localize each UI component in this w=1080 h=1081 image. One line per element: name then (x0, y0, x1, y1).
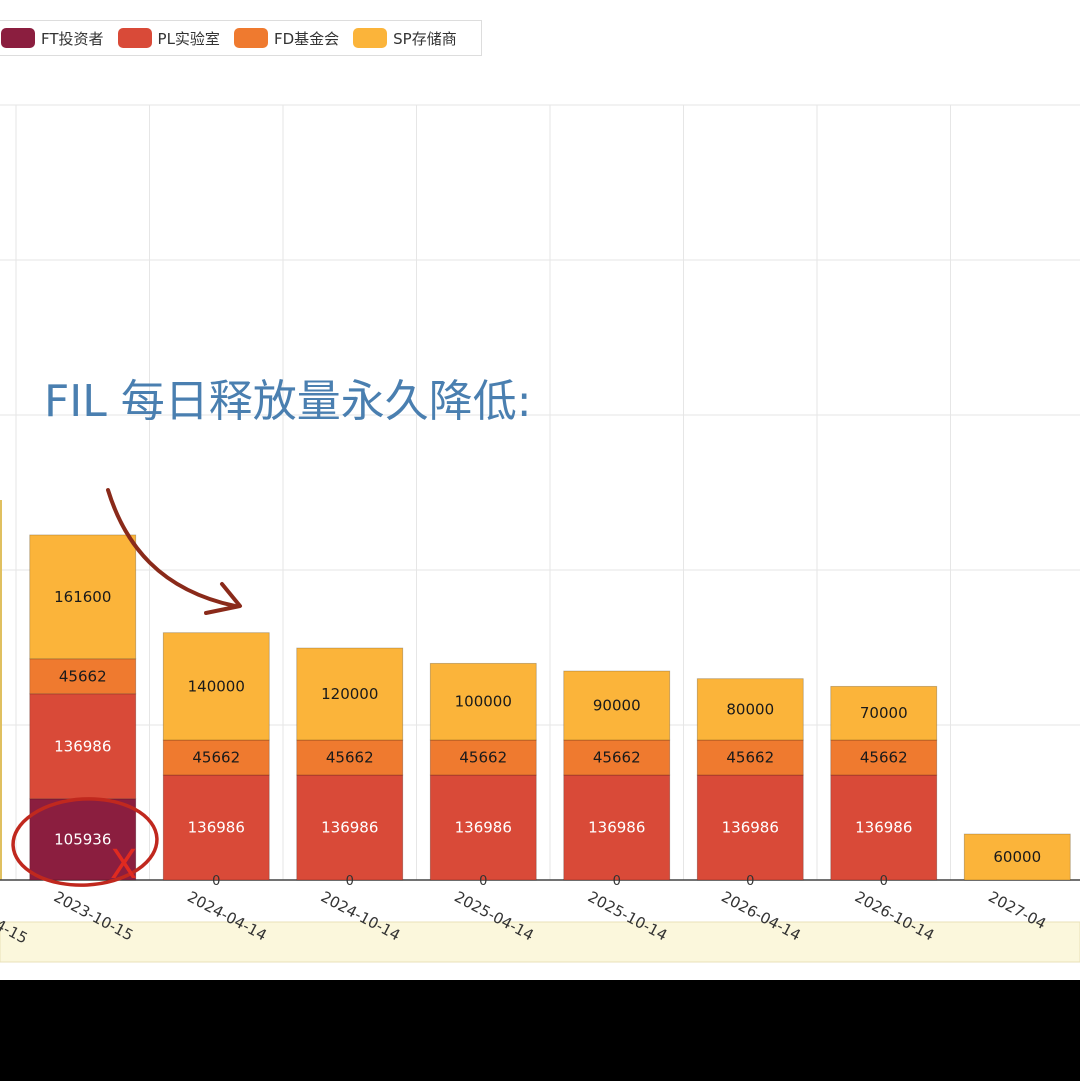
hand-drawn-annotations: X (11, 488, 242, 888)
bar-value-label: 45662 (326, 749, 374, 767)
bar-segment-3-0[interactable] (29, 534, 137, 660)
bar-value-label: 140000 (188, 677, 245, 695)
legend-item-sp[interactable]: SP存储商 (353, 28, 457, 49)
bar-segment-2-2[interactable] (296, 739, 404, 776)
bar-segment-1-1[interactable] (162, 774, 270, 881)
grid-lines (0, 104, 1080, 963)
legend-swatch-fd (233, 28, 268, 48)
legend-swatch-ft (1, 28, 35, 48)
legend-label-fd: FD基金会 (273, 29, 340, 48)
stacked-bar-chart: 105936 136986 45662 161600 136986 45662 140000… (0, 104, 1080, 963)
bar-value-label: 100000 (455, 693, 512, 711)
bar-value-label: 45662 (459, 749, 507, 767)
bar-segment-3-3[interactable] (429, 662, 537, 741)
bar-segment-1-6[interactable] (830, 774, 938, 881)
hand-drawn-circle (11, 797, 159, 887)
zero-value-label: 0 (613, 874, 621, 889)
bar-value-label: 136986 (455, 819, 512, 837)
bar-value-label: 136986 (722, 819, 779, 837)
bar-segment-3-5[interactable] (696, 678, 804, 741)
hand-drawn-arrowhead (204, 582, 242, 615)
bar-value-label: 161600 (54, 588, 111, 606)
bar-value-label: 45662 (860, 749, 908, 767)
bar-segment-2-4[interactable] (563, 739, 671, 776)
zero-value-label: 0 (880, 874, 888, 889)
bar-segment-3-6[interactable] (830, 685, 938, 741)
bar-value-label: 70000 (860, 704, 908, 722)
legend-item-pl[interactable]: PL实验室 (117, 28, 220, 49)
legend-label-sp: SP存储商 (393, 29, 457, 48)
bars: 105936 136986 45662 161600 136986 45662 140000… (29, 534, 1071, 889)
black-bottom-bar (0, 980, 1080, 1081)
bar-segment-2-1[interactable] (162, 739, 270, 776)
bar-segment-1-5[interactable] (696, 774, 804, 881)
bar-value-label: 80000 (726, 700, 774, 718)
bar-segment-1-3[interactable] (429, 774, 537, 881)
bar-value-label: 136986 (188, 819, 245, 837)
zero-value-label: 0 (479, 874, 487, 889)
chart-legend: FT投资者 PL实验室 FD基金会 SP存储商 (0, 20, 482, 56)
bar-segment-1-2[interactable] (296, 774, 404, 881)
legend-swatch-pl (117, 28, 152, 48)
legend-label-ft: FT投资者 (41, 29, 104, 48)
bar-segment-1-0[interactable] (29, 693, 137, 800)
bar-value-label: 45662 (726, 749, 774, 767)
bar-segment-1-4[interactable] (563, 774, 671, 881)
bar-value-label: 45662 (59, 667, 107, 685)
bar-segment-0-0[interactable] (29, 798, 137, 881)
bar-value-label: 90000 (593, 697, 641, 715)
bar-segment-3-7[interactable] (963, 833, 1071, 881)
bar-value-label: 105936 (54, 830, 111, 848)
chart-screen: FT投资者 PL实验室 FD基金会 SP存储商 105936 136986 4566… (0, 0, 1080, 980)
hand-drawn-arrow (106, 488, 237, 608)
legend-item-ft[interactable]: FT投资者 (1, 28, 104, 49)
bar-value-label: 136986 (588, 819, 645, 837)
bar-value-label: 60000 (993, 848, 1041, 866)
bar-segment-2-3[interactable] (429, 739, 537, 776)
bar-value-label: 136986 (54, 737, 111, 755)
bar-value-label: 120000 (321, 685, 378, 703)
bar-segment-3-4[interactable] (563, 670, 671, 741)
bar-segment-3-1[interactable] (162, 632, 270, 741)
zero-value-label: 0 (346, 874, 354, 889)
bar-segment-2-5[interactable] (696, 739, 804, 776)
hand-drawn-cross: X (110, 842, 137, 888)
bar-segment-3-2[interactable] (296, 647, 404, 741)
zero-value-label: 0 (212, 874, 220, 889)
zoom-slider-track[interactable] (0, 921, 1080, 963)
bar-segment-2-0[interactable] (29, 658, 137, 695)
bar-value-label: 45662 (593, 749, 641, 767)
legend-swatch-sp (353, 28, 388, 48)
zero-value-label: 0 (746, 874, 754, 889)
annotation-title: FIL 每日释放量永久降低: (44, 376, 532, 427)
legend-label-pl: PL实验室 (157, 29, 220, 48)
legend-item-fd[interactable]: FD基金会 (233, 28, 340, 49)
bar-value-label: 136986 (321, 819, 378, 837)
bar-value-label: 45662 (192, 749, 240, 767)
bar-value-label: 136986 (855, 819, 912, 837)
